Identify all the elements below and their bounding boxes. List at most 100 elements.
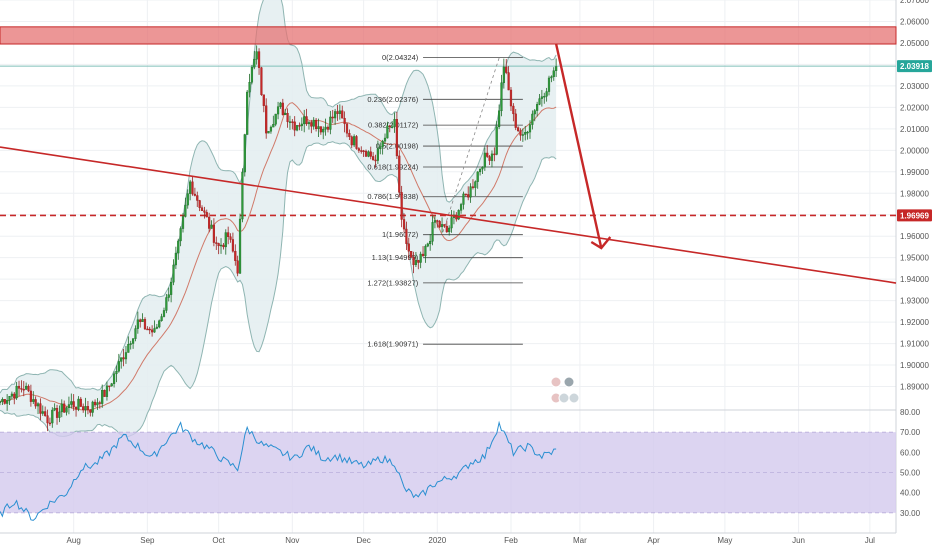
event-marker-icon <box>558 392 570 404</box>
candle-body <box>481 167 484 170</box>
time-tick-label: Sep <box>140 536 155 545</box>
candle-body <box>193 193 196 196</box>
candle-body <box>53 407 56 411</box>
candle-body <box>48 422 52 425</box>
candle-body <box>1 399 4 402</box>
candle-body <box>20 388 23 390</box>
candle-body <box>13 393 16 399</box>
event-icons[interactable] <box>550 376 580 404</box>
candle-body <box>507 72 510 91</box>
fib-anchor-line <box>441 57 500 235</box>
candle-body <box>555 66 558 71</box>
candle-body <box>374 159 377 162</box>
candle-body <box>512 105 515 115</box>
candlesticks <box>0 45 558 432</box>
candle-body <box>86 406 90 410</box>
time-tick-label: Jun <box>792 536 805 545</box>
candle-body <box>148 328 151 331</box>
forecast-arrow-head <box>590 236 612 250</box>
candle-body <box>386 125 389 139</box>
candle-body <box>217 243 220 247</box>
candle-body <box>284 112 287 115</box>
price-tag-label: 1.96969 <box>900 211 929 220</box>
candle-body <box>15 385 18 399</box>
candle-body <box>547 77 551 92</box>
candle-body <box>93 401 97 406</box>
candle-body <box>291 121 294 123</box>
candle-body <box>151 329 154 333</box>
candle-body <box>122 357 125 360</box>
candle-body <box>388 125 391 128</box>
candle-body <box>34 399 37 407</box>
candle-body <box>196 195 199 201</box>
price-tick-label: 2.01000 <box>900 125 929 134</box>
trendline[interactable] <box>0 146 897 284</box>
price-tags: 2.03918 1.96969 <box>897 60 932 222</box>
candle-body <box>77 398 80 410</box>
candle-body <box>112 373 116 384</box>
candle-body <box>500 82 503 112</box>
candle-body <box>253 58 256 68</box>
resistance-zone[interactable] <box>0 26 897 45</box>
price-tick-label: 1.90000 <box>900 361 929 370</box>
candle-body <box>203 210 206 213</box>
candle-body <box>298 125 301 127</box>
candle-body <box>322 128 325 133</box>
candle-body <box>543 96 546 98</box>
candle-body <box>269 126 273 132</box>
candle-body <box>545 91 548 97</box>
candle-body <box>257 51 261 68</box>
time-axis[interactable]: Aug Sep Oct Nov Dec 2020 Feb Mar Apr May Jun Jul <box>67 536 876 545</box>
candle-body <box>450 217 453 229</box>
candle-body <box>191 181 194 195</box>
candle-body <box>436 220 439 222</box>
candle-body <box>177 240 180 254</box>
candle-body <box>224 232 227 248</box>
candle-body <box>467 194 470 198</box>
candle-body <box>281 102 284 115</box>
candle-body <box>22 388 25 391</box>
candle-body <box>184 204 187 217</box>
candle-body <box>376 148 379 161</box>
candle-body <box>91 401 94 413</box>
candle-body <box>8 396 11 401</box>
candle-body <box>229 236 232 240</box>
time-tick-label: Mar <box>573 536 587 545</box>
candle-body <box>51 409 54 424</box>
price-tick-label: 2.00000 <box>900 146 929 155</box>
candle-body <box>459 204 463 211</box>
candle-body <box>345 123 349 134</box>
candle-body <box>63 403 66 413</box>
candle-body <box>364 150 368 157</box>
candle-body <box>383 137 387 142</box>
candle-body <box>497 110 501 128</box>
candle-body <box>353 136 356 146</box>
price-axis[interactable]: 1.89000 1.90000 1.91000 1.92000 1.93000 1.940… <box>900 0 929 518</box>
bollinger-upper <box>0 0 557 394</box>
forecast-arrow[interactable] <box>554 43 612 250</box>
candle-body <box>293 121 296 131</box>
price-tick-label: 1.98000 <box>900 189 929 198</box>
time-tick-label: Jul <box>865 536 875 545</box>
bollinger-lower <box>0 141 557 438</box>
candle-body <box>524 132 527 135</box>
fib-level-label: 0.618(1.99224) <box>367 162 418 171</box>
candle-body <box>476 171 479 182</box>
candle-body <box>139 319 142 322</box>
candle-body <box>483 152 486 168</box>
candle-body <box>3 399 6 404</box>
candle-body <box>531 113 534 125</box>
fib-level-label: 1(1.96072) <box>382 230 419 239</box>
candle-body <box>0 401 2 403</box>
event-marker-icon <box>568 392 580 404</box>
candle-body <box>39 403 42 414</box>
candle-body <box>286 112 289 122</box>
candle-body <box>405 228 408 244</box>
time-tick-label: Aug <box>67 536 81 545</box>
candle-body <box>70 401 73 405</box>
candle-body <box>215 242 218 244</box>
candle-body <box>84 406 87 411</box>
candle-body <box>146 328 149 331</box>
price-tick-label: 1.93000 <box>900 297 929 306</box>
